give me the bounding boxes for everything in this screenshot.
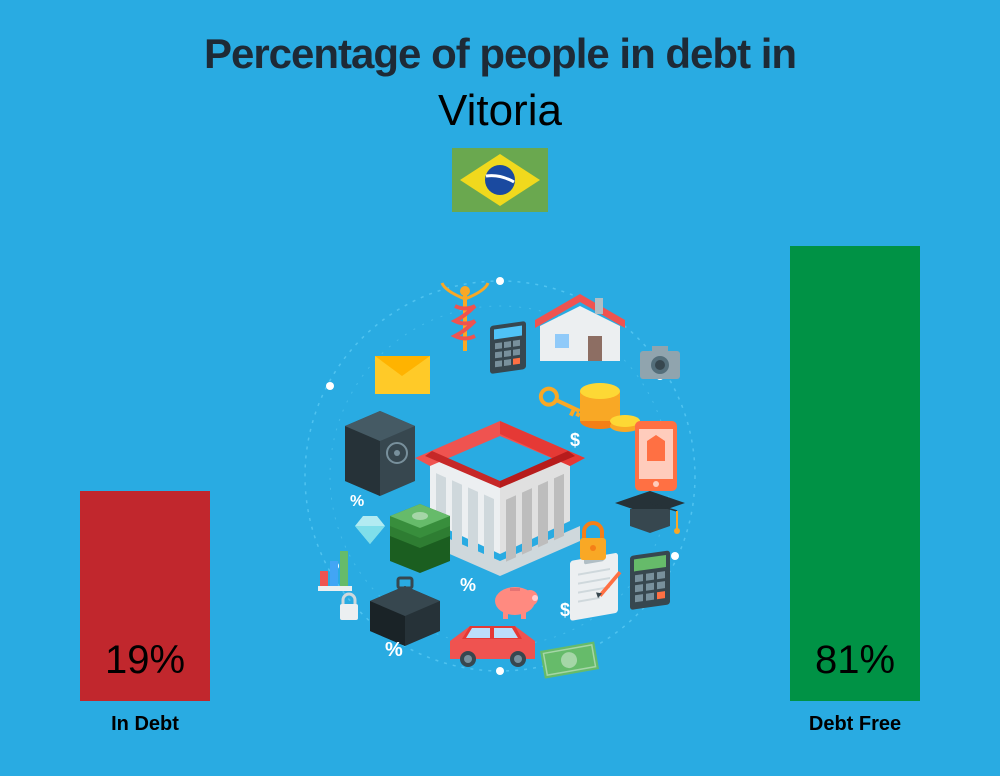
finance-illustration: % % % $ $ [280, 256, 720, 696]
bar-in-debt: 19% In Debt [80, 491, 210, 736]
lock-small-icon [340, 594, 358, 620]
bar-debt-free: 81% Debt Free [790, 246, 920, 736]
cash-icon [540, 641, 599, 678]
dollar-icon: $ [560, 600, 570, 620]
key-icon [538, 386, 585, 419]
bar-label-in-debt: In Debt [111, 713, 179, 736]
bar-rect-debt-free: 81% [790, 246, 920, 701]
bar-chart: % % % $ $ [0, 186, 1000, 736]
diamond-icon [355, 516, 385, 544]
graduation-cap-icon [615, 491, 685, 534]
car-icon [450, 626, 535, 667]
coins-icon [580, 383, 640, 432]
barchart-icon [318, 551, 352, 591]
calculator-top-icon [490, 321, 526, 374]
safe-icon [345, 411, 415, 496]
page-title: Percentage of people in debt in [0, 0, 1000, 78]
lock-icon [580, 523, 606, 560]
camera-icon [640, 346, 680, 379]
bar-value-in-debt: 19% [80, 638, 210, 683]
house-icon [535, 294, 625, 361]
caduceus-icon [442, 283, 488, 351]
bar-rect-in-debt: 19% [80, 491, 210, 701]
phone-icon [635, 421, 677, 491]
calculator-icon [630, 550, 670, 610]
percent-icon: % [350, 493, 364, 510]
money-stack-icon [390, 504, 450, 573]
percent-icon: % [385, 639, 403, 661]
piggybank-icon [495, 587, 538, 619]
briefcase-icon [370, 578, 440, 646]
bar-value-debt-free: 81% [790, 638, 920, 683]
city-name: Vitoria [0, 86, 1000, 136]
dollar-icon: $ [570, 430, 580, 450]
envelope-icon [375, 356, 430, 394]
bar-label-debt-free: Debt Free [809, 713, 901, 736]
percent-icon: % [460, 575, 476, 595]
